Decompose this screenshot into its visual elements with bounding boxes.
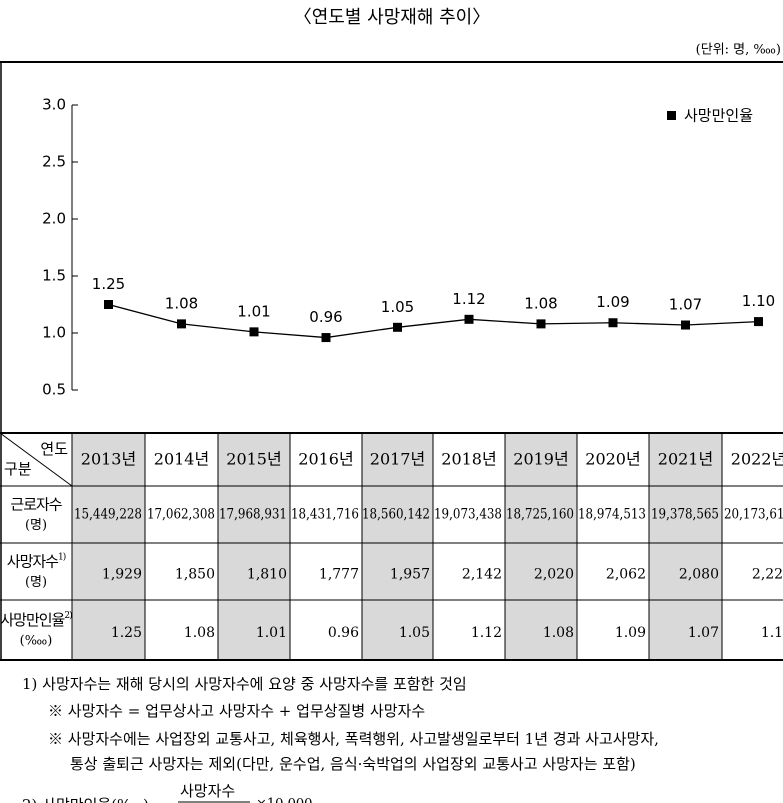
corner-label: 구분 (4, 460, 32, 478)
y-tick-label: 1.5 (42, 267, 66, 285)
formula-lhs: 2) 사망만인율(‱) = (22, 796, 166, 803)
legend-marker (667, 111, 676, 120)
column-header: 2019년 (513, 450, 568, 469)
y-tick-label: 0.5 (42, 381, 66, 399)
data-label: 1.05 (381, 298, 414, 316)
table-cell: 1.12 (471, 625, 502, 641)
table-cell: 17,968,931 (219, 507, 287, 523)
footnote: ※ 사망자수 = 업무상사고 사망자수 + 업무상질병 사망자수 (48, 702, 425, 720)
point (536, 319, 546, 329)
column-header: 2014년 (154, 450, 209, 469)
point (177, 319, 186, 329)
table-cell: 18,974,513 (578, 507, 646, 523)
point (464, 314, 474, 324)
row-label: 사망자수1) (7, 551, 66, 571)
data-label: 1.08 (165, 294, 198, 312)
row-label: 근로자수 (10, 496, 61, 514)
point (321, 333, 331, 343)
footnote: 1) 사망자수는 재해 당시의 사망자수에 요양 중 사망자수를 포함한 것임 (22, 675, 467, 693)
table-cell: 15,449,228 (74, 507, 142, 523)
y-tick-label: 3.0 (42, 96, 66, 114)
table-cell: 19,073,438 (434, 507, 502, 523)
footnote: ※ 사망자수에는 사업장외 교통사고, 체육행사, 폭력행위, 사고발생일로부터… (48, 730, 659, 748)
table-cell: 1,957 (390, 567, 430, 583)
column-header: 2017년 (370, 450, 425, 469)
data-label: 1.10 (742, 292, 775, 310)
footnote: 통상 출퇴근 사망자는 제외(다만, 운수업, 음식·숙박업의 사업장외 교통사… (70, 755, 636, 773)
column-header: 2018년 (441, 450, 496, 469)
table-cell: 0.96 (328, 625, 359, 641)
data-label: 1.08 (524, 294, 557, 312)
cell-shade (362, 433, 433, 660)
data-label: 1.25 (92, 275, 125, 293)
data-label: 1.12 (452, 290, 485, 308)
table-cell: 1.25 (111, 625, 142, 641)
row-label-text: 근로자수 (10, 496, 61, 514)
table-cell: 1.01 (256, 625, 287, 641)
cell-shade (72, 433, 145, 660)
row-unit: (‱) (20, 634, 53, 649)
column-header: 2022년 (731, 450, 783, 469)
point (754, 317, 763, 327)
table-cell: 1.08 (543, 625, 574, 641)
row-label-text: 사망자수 (7, 553, 58, 571)
formula-numerator: 사망자수 (180, 782, 235, 800)
table-cell: 20,173,619 (724, 507, 783, 523)
data-label: 1.07 (669, 296, 702, 314)
cell-shade (505, 433, 577, 660)
column-header: 2020년 (585, 450, 640, 469)
table-cell: 1,850 (175, 567, 215, 583)
y-tick-label: 2.5 (42, 153, 66, 171)
cell-shade (649, 433, 722, 660)
column-header: 2021년 (658, 450, 713, 469)
corner-label: 연도 (40, 440, 68, 458)
table-cell: 1.09 (615, 625, 646, 641)
table-cell: 1,929 (102, 567, 142, 583)
legend-label: 사망만인율 (684, 107, 753, 125)
point (608, 318, 618, 328)
y-tick-label: 2.0 (42, 210, 66, 228)
table-cell: 18,725,160 (506, 507, 574, 523)
table-cell: 18,431,716 (291, 507, 359, 523)
y-tick-label: 1.0 (42, 324, 66, 342)
unit-label: (단위: 명, ‱) (696, 43, 781, 58)
column-header: 2013년 (81, 450, 136, 469)
point (681, 320, 690, 330)
row-unit: (명) (25, 575, 47, 590)
data-label: 1.01 (237, 302, 270, 320)
row-label: 사망만인율2) (0, 610, 72, 630)
formula-factor: ×10,000 (256, 797, 312, 803)
point (393, 322, 402, 332)
row-label-note: 2) (64, 610, 72, 621)
table-cell: 19,378,565 (651, 507, 719, 523)
table-cell: 1.07 (688, 625, 719, 641)
table-cell: 2,080 (679, 567, 719, 583)
chart-title: 〈연도별 사망재해 추이〉 (294, 7, 490, 28)
table-cell: 1.08 (184, 625, 215, 641)
table-cell: 1.10 (761, 625, 783, 641)
point (104, 300, 113, 309)
column-header: 2016년 (298, 450, 353, 469)
data-label: 0.96 (309, 308, 342, 326)
table-cell: 1,810 (247, 567, 287, 583)
cell-shade (218, 433, 290, 660)
table-cell: 18,560,142 (362, 507, 430, 523)
table-cell: 2,020 (534, 567, 574, 583)
table-cell: 2,223 (752, 567, 783, 583)
corner-diagonal (0, 432, 73, 487)
data-label: 1.09 (596, 293, 629, 311)
point (249, 327, 259, 337)
row-label-text: 사망만인율 (0, 611, 64, 629)
column-header: 2015년 (226, 450, 281, 469)
table-cell: 2,142 (462, 567, 502, 583)
row-unit: (명) (25, 518, 47, 533)
table-cell: 1.05 (399, 625, 430, 641)
table-cell: 17,062,308 (147, 507, 215, 523)
table-cell: 1,777 (319, 567, 359, 583)
row-label-note: 1) (58, 551, 66, 562)
table-cell: 2,062 (606, 567, 646, 583)
line (108, 303, 759, 339)
